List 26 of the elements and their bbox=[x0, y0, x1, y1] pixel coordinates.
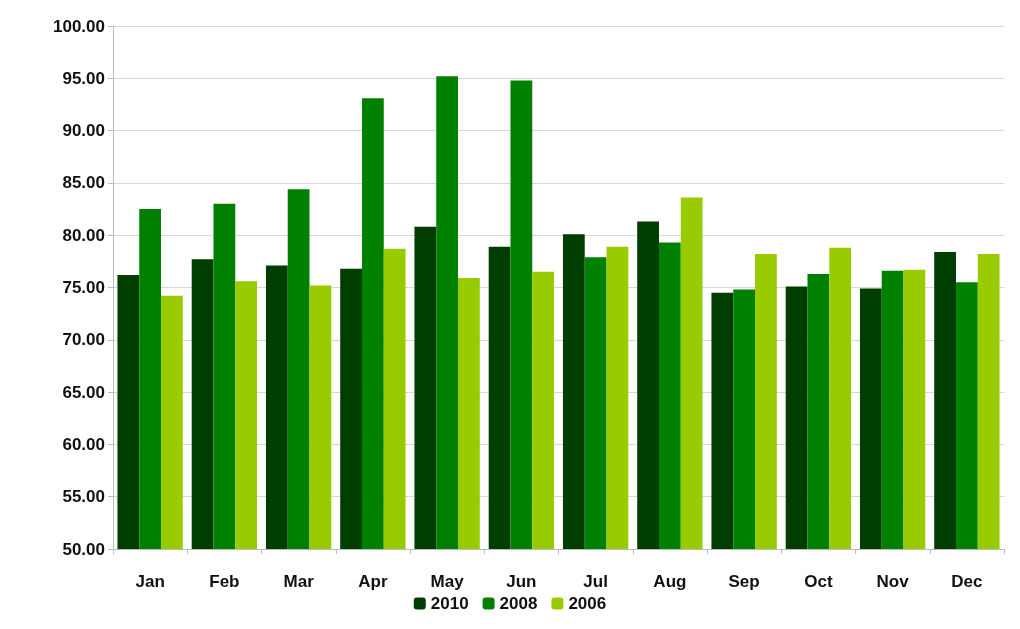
legend-label: 2010 bbox=[430, 594, 469, 613]
y-tick-label: 50.00 bbox=[62, 539, 105, 559]
legend-label: 2006 bbox=[568, 594, 607, 613]
y-tick-label: 85.00 bbox=[62, 173, 105, 193]
x-tick-label: Sep bbox=[728, 572, 760, 591]
y-tick-label: 60.00 bbox=[62, 434, 105, 454]
y-tick-label: 75.00 bbox=[62, 278, 105, 297]
y-tick-label: 90.00 bbox=[62, 121, 105, 141]
x-tick-label: Oct bbox=[804, 572, 833, 591]
y-tick-label: 55.00 bbox=[62, 487, 105, 507]
y-tick-label: 65.00 bbox=[62, 382, 105, 402]
legend-label: 2008 bbox=[499, 594, 538, 613]
x-tick-label: Jul bbox=[583, 572, 608, 591]
x-tick-label: Nov bbox=[876, 572, 910, 591]
x-tick-label: Feb bbox=[209, 572, 240, 591]
x-tick-label: Jun bbox=[506, 572, 537, 591]
y-tick-label: 95.00 bbox=[62, 68, 105, 88]
y-tick-label: 70.00 bbox=[62, 330, 105, 350]
x-tick-label: Apr bbox=[358, 572, 388, 591]
x-tick-label: Dec bbox=[951, 572, 983, 591]
x-tick-label: May bbox=[430, 572, 465, 591]
x-tick-label: Mar bbox=[283, 572, 315, 591]
x-tick-label: Jan bbox=[135, 572, 165, 591]
y-tick-label: 100.00 bbox=[53, 16, 105, 36]
x-tick-label: Aug bbox=[653, 572, 687, 591]
y-tick-label: 80.00 bbox=[62, 225, 105, 245]
